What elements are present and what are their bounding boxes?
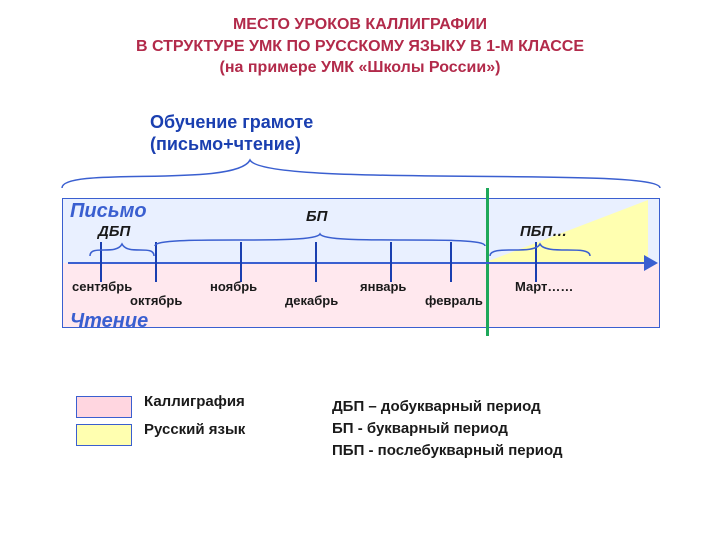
legend-text-0: Каллиграфия bbox=[144, 394, 254, 411]
legend-swatch-1 bbox=[76, 424, 132, 446]
def-line-1: БП - букварный период bbox=[332, 418, 563, 440]
def-line-0: ДБП – добукварный период bbox=[332, 396, 563, 418]
def-line-2: ПБП - послебукварный период bbox=[332, 440, 563, 462]
legend-text-1: Русский язык bbox=[144, 422, 254, 439]
legend-swatch-0 bbox=[76, 396, 132, 418]
definitions: ДБП – добукварный период БП - букварный … bbox=[332, 396, 563, 461]
